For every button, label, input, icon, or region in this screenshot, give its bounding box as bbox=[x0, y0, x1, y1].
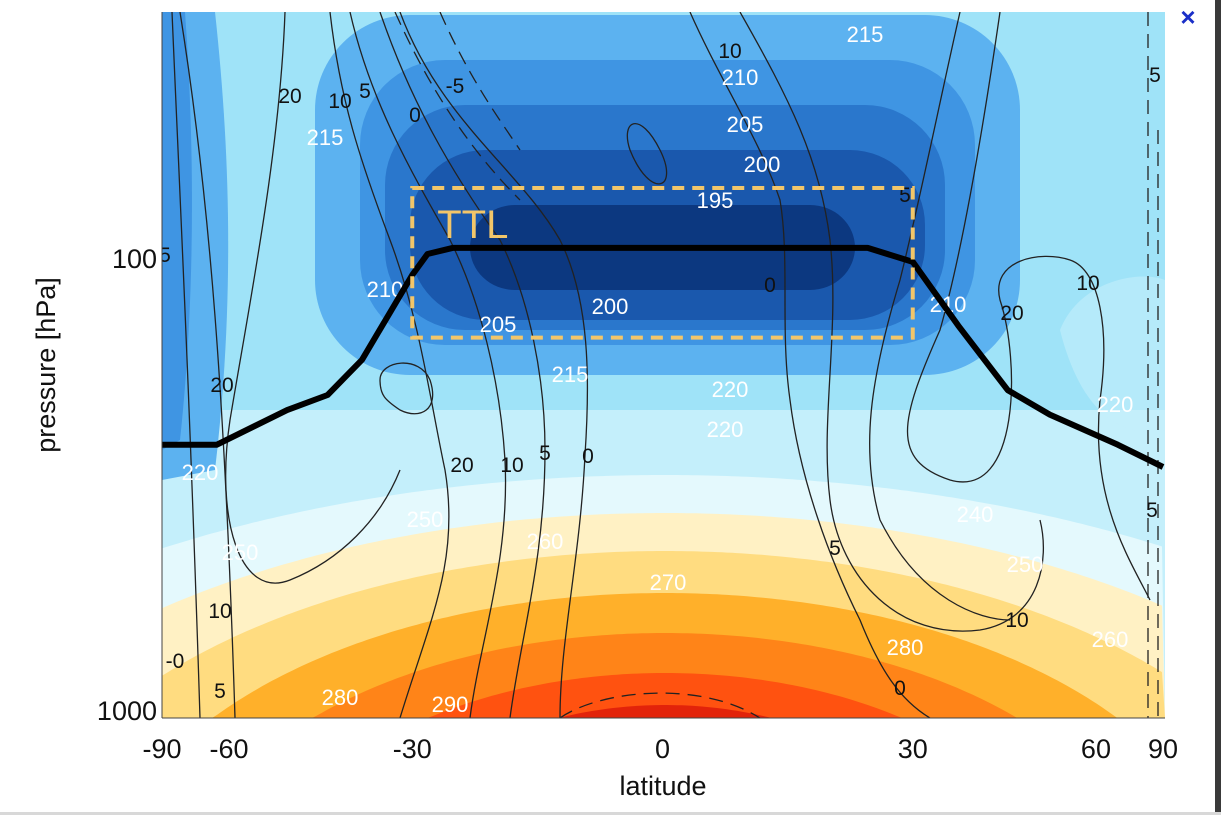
wind-label: -5 bbox=[446, 75, 465, 98]
close-icon: × bbox=[1180, 2, 1196, 32]
wind-label: 0 bbox=[139, 385, 151, 408]
temperature-label: 280 bbox=[887, 635, 924, 660]
wind-label: 20 bbox=[210, 374, 233, 397]
wind-contour bbox=[329, 12, 450, 718]
ttl-box bbox=[410, 185, 915, 340]
temperature-label: 220 bbox=[1097, 392, 1134, 417]
wind-label: 20 bbox=[450, 454, 473, 477]
ttl-label: TTL bbox=[437, 203, 508, 247]
plot-area: 2152102052001952002052152202202502602702… bbox=[139, 12, 1165, 718]
temperature-label: 195 bbox=[697, 188, 734, 213]
wind-contour bbox=[394, 12, 521, 201]
temperature-label: 200 bbox=[592, 294, 629, 319]
wind-label: 10 bbox=[500, 454, 523, 477]
temperature-label: 280 bbox=[322, 685, 359, 710]
temperature-label: 210 bbox=[722, 65, 759, 90]
wind-label: 5 bbox=[359, 80, 371, 103]
band-210-left bbox=[162, 12, 192, 450]
wind-contour bbox=[349, 12, 507, 718]
band-300 bbox=[162, 705, 1165, 718]
x-tick-label: 60 bbox=[1081, 734, 1111, 764]
wind-label: -0 bbox=[166, 650, 185, 673]
x-tick-label: -60 bbox=[210, 734, 249, 764]
wind-label: 10 bbox=[718, 40, 741, 63]
temperature-label: 250 bbox=[1007, 552, 1044, 577]
wind-label: 0 bbox=[582, 445, 594, 468]
wind-contour bbox=[179, 12, 236, 718]
x-axis-label: latitude bbox=[619, 771, 706, 801]
temperature-bands bbox=[162, 12, 1165, 718]
window-edge bbox=[1215, 0, 1221, 815]
x-tick-label: -30 bbox=[393, 734, 432, 764]
y-axis-label: pressure [hPa] bbox=[31, 277, 61, 453]
wind-label: 10 bbox=[208, 600, 231, 623]
wind-label: 20 bbox=[278, 85, 301, 108]
x-tick-label: 90 bbox=[1148, 734, 1178, 764]
temperature-label: 220 bbox=[712, 377, 749, 402]
wind-label: 0 bbox=[409, 104, 421, 127]
temperature-label: 290 bbox=[432, 692, 469, 717]
temperature-label: 220 bbox=[182, 460, 219, 485]
wind-label: 5 bbox=[899, 184, 911, 207]
wind-contour bbox=[399, 12, 589, 718]
temperature-label: 215 bbox=[307, 125, 344, 150]
wind-label: 10 bbox=[328, 90, 351, 113]
wind-label: 20 bbox=[1000, 302, 1023, 325]
wind-contour bbox=[171, 12, 201, 718]
temperature-label: 260 bbox=[527, 529, 564, 554]
tropopause-line bbox=[162, 244, 1165, 470]
temperature-label: 215 bbox=[847, 22, 884, 47]
band-230-right bbox=[1060, 276, 1165, 432]
wind-contour bbox=[379, 362, 434, 415]
wind-contour bbox=[626, 123, 668, 185]
wind-label: 10 bbox=[1076, 272, 1099, 295]
wind-label: 5 bbox=[829, 537, 841, 560]
temperature-label: 220 bbox=[707, 417, 744, 442]
temperature-label: 250 bbox=[407, 507, 444, 532]
temperature-label: 270 bbox=[650, 570, 687, 595]
wind-contour bbox=[689, 12, 931, 718]
wind-label: 5 bbox=[1146, 499, 1158, 522]
y-tick-label: 1000 bbox=[97, 696, 157, 726]
wind-label: 5 bbox=[159, 244, 171, 267]
window-edge-bottom bbox=[0, 812, 1221, 815]
wind-contour bbox=[907, 12, 1151, 601]
temperature-label: 250 bbox=[222, 540, 259, 565]
wind-label: 5 bbox=[214, 680, 226, 703]
band-290 bbox=[162, 673, 1165, 718]
wind-contours bbox=[171, 12, 1159, 718]
close-button[interactable]: × bbox=[1176, 4, 1200, 30]
wind-label: 5 bbox=[1149, 64, 1161, 87]
wind-contour bbox=[439, 12, 521, 151]
temperature-labels: 2152102052001952002052152202202502602702… bbox=[182, 22, 1134, 717]
temperature-label: 260 bbox=[1092, 627, 1129, 652]
temperature-label: 215 bbox=[552, 362, 589, 387]
wind-label: 0 bbox=[764, 274, 776, 297]
wind-contour bbox=[559, 692, 761, 718]
wind-contour bbox=[868, 12, 1011, 621]
wind-label: 0 bbox=[894, 677, 906, 700]
temperature-label: 205 bbox=[727, 112, 764, 137]
wind-contour bbox=[379, 12, 546, 718]
wind-label: 5 bbox=[539, 442, 551, 465]
temperature-label: 200 bbox=[744, 152, 781, 177]
y-tick-label: 100 bbox=[112, 244, 157, 274]
x-tick-label: -90 bbox=[142, 734, 181, 764]
x-tick-label: 30 bbox=[898, 734, 928, 764]
temperature-label: 240 bbox=[957, 502, 994, 527]
temperature-label: 205 bbox=[480, 312, 517, 337]
wind-label: 10 bbox=[1005, 609, 1028, 632]
x-tick-label: 0 bbox=[655, 734, 670, 764]
